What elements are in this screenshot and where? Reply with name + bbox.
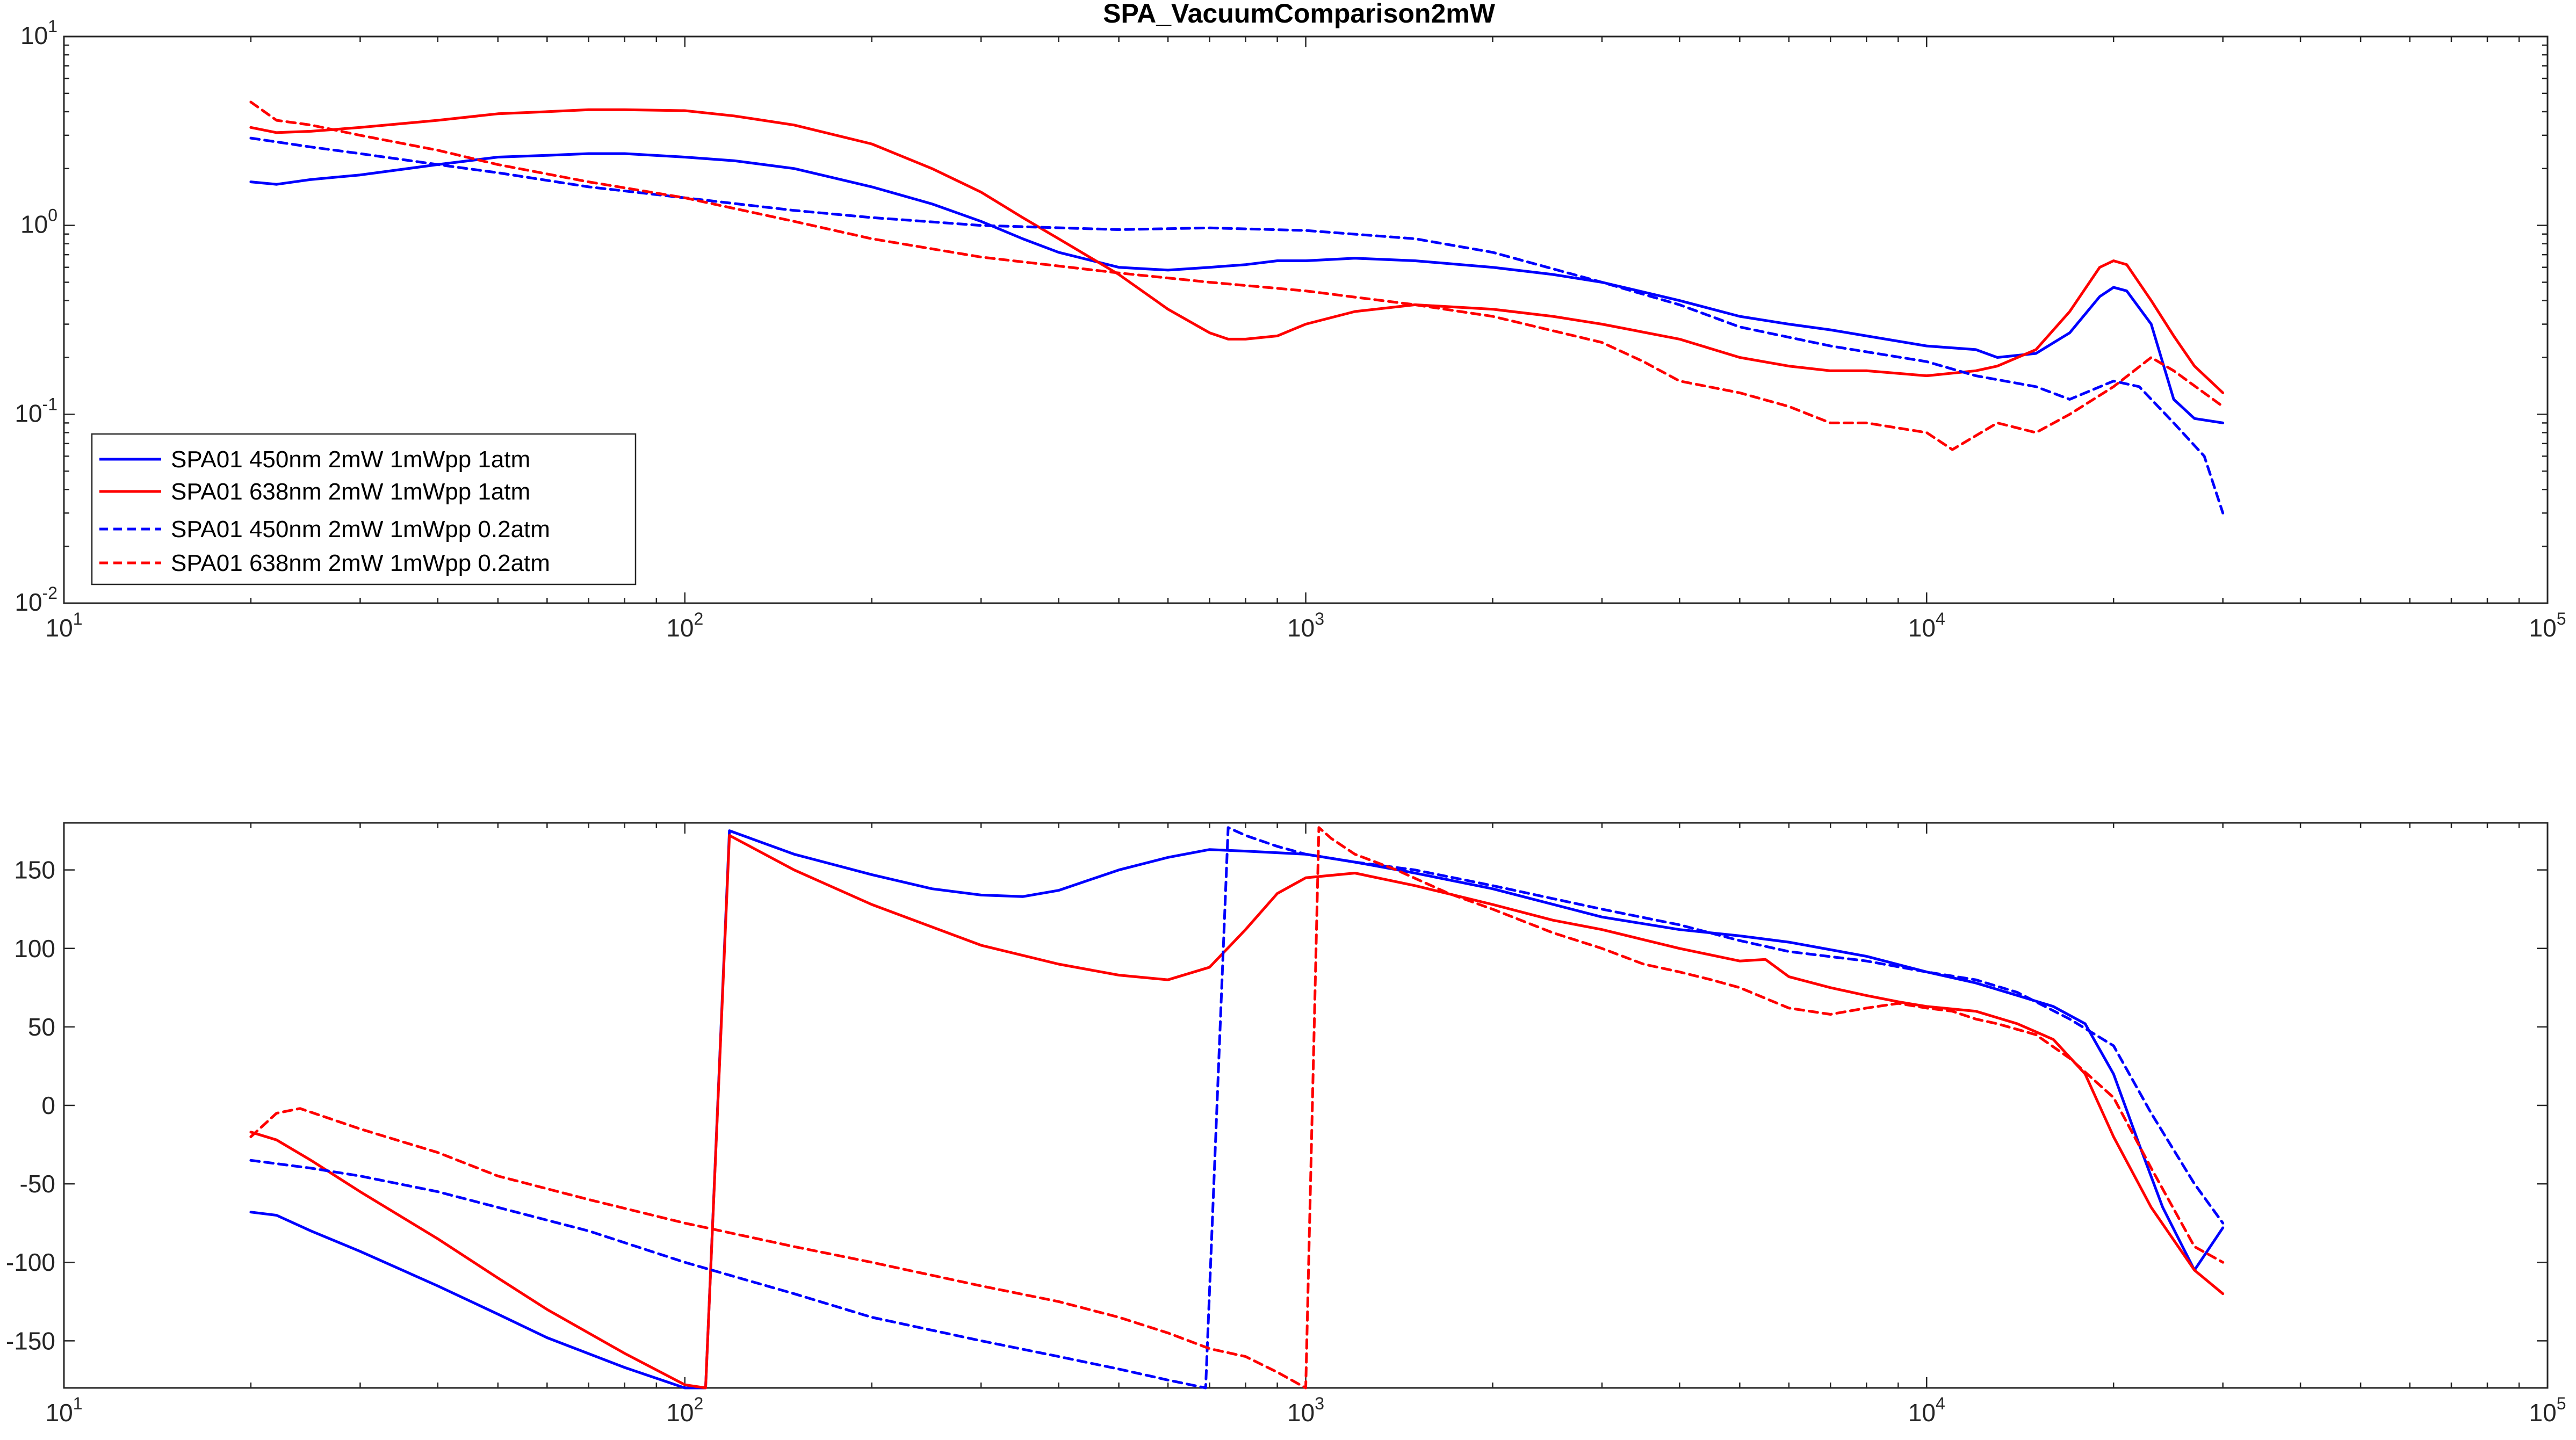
legend-box xyxy=(91,433,637,585)
phase-series-line-2 xyxy=(249,826,2225,1390)
legend-label-638nm-1atm: SPA01 638nm 2mW 1mWpp 1atm xyxy=(171,479,530,505)
legend-label-450nm-0.2atm: SPA01 450nm 2mW 1mWpp 0.2atm xyxy=(171,516,550,542)
magnitude-axes: 101 102 103 104 105 10-2 10-1 100 101 SPA01 450… xyxy=(15,17,2566,642)
legend-label-450nm-1atm: SPA01 450nm 2mW 1mWpp 1atm xyxy=(171,446,530,473)
x-tick-label: 103 xyxy=(1287,609,1324,642)
x-tick-label: 104 xyxy=(1908,609,1945,642)
y-tick-label: -150 xyxy=(6,1327,55,1355)
phase-y-ticks: -150 -100 -50 0 50 100 150 xyxy=(6,856,2548,1355)
y-tick-label: 50 xyxy=(28,1013,55,1041)
y-tick-label: 10-2 xyxy=(15,583,57,616)
y-tick-label: 10-1 xyxy=(15,394,57,427)
x-tick-label: 102 xyxy=(666,1394,703,1427)
phase-series-line-0 xyxy=(249,829,2225,1390)
y-tick-label: -100 xyxy=(6,1248,55,1276)
magnitude-series xyxy=(249,100,2225,515)
magnitude-series-line-3 xyxy=(249,100,2225,451)
magnitude-series-line-2 xyxy=(249,136,2225,515)
magnitude-series-line-0 xyxy=(249,152,2225,424)
x-tick-label: 101 xyxy=(46,1394,83,1427)
phase-axes: 101 102 103 104 105 -150 -100 -50 0 50 100 150 xyxy=(6,822,2566,1427)
x-tick-label: 104 xyxy=(1908,1394,1945,1427)
phase-series xyxy=(249,826,2225,1390)
x-tick-label: 102 xyxy=(666,609,703,642)
y-tick-label: 100 xyxy=(20,206,57,238)
magnitude-y-ticks: 10-2 10-1 100 101 xyxy=(15,17,2548,616)
phase-series-line-1 xyxy=(249,834,2225,1390)
x-tick-label: 103 xyxy=(1287,1394,1324,1427)
magnitude-series-line-1 xyxy=(249,108,2225,394)
phase-plot-area xyxy=(63,822,2549,1389)
y-tick-label: 101 xyxy=(20,17,57,49)
y-tick-label: 150 xyxy=(14,856,55,884)
legend-label-638nm-0.2atm: SPA01 638nm 2mW 1mWpp 0.2atm xyxy=(171,550,550,576)
phase-series-line-3 xyxy=(249,826,2225,1390)
x-tick-label: 105 xyxy=(2529,1394,2566,1427)
chart-title: SPA_VacuumComparison2mW xyxy=(1103,0,1496,28)
phase-x-ticks: 101 102 103 104 105 xyxy=(46,823,2566,1427)
y-tick-label: 100 xyxy=(14,935,55,963)
y-tick-label: -50 xyxy=(20,1170,55,1198)
x-tick-label: 101 xyxy=(46,609,83,642)
legend: SPA01 450nm 2mW 1mWpp 1atm SPA01 638nm 2… xyxy=(91,433,637,585)
magnitude-x-ticks: 101 102 103 104 105 xyxy=(46,37,2566,642)
y-tick-label: 0 xyxy=(41,1091,55,1119)
x-tick-label: 105 xyxy=(2529,609,2566,642)
